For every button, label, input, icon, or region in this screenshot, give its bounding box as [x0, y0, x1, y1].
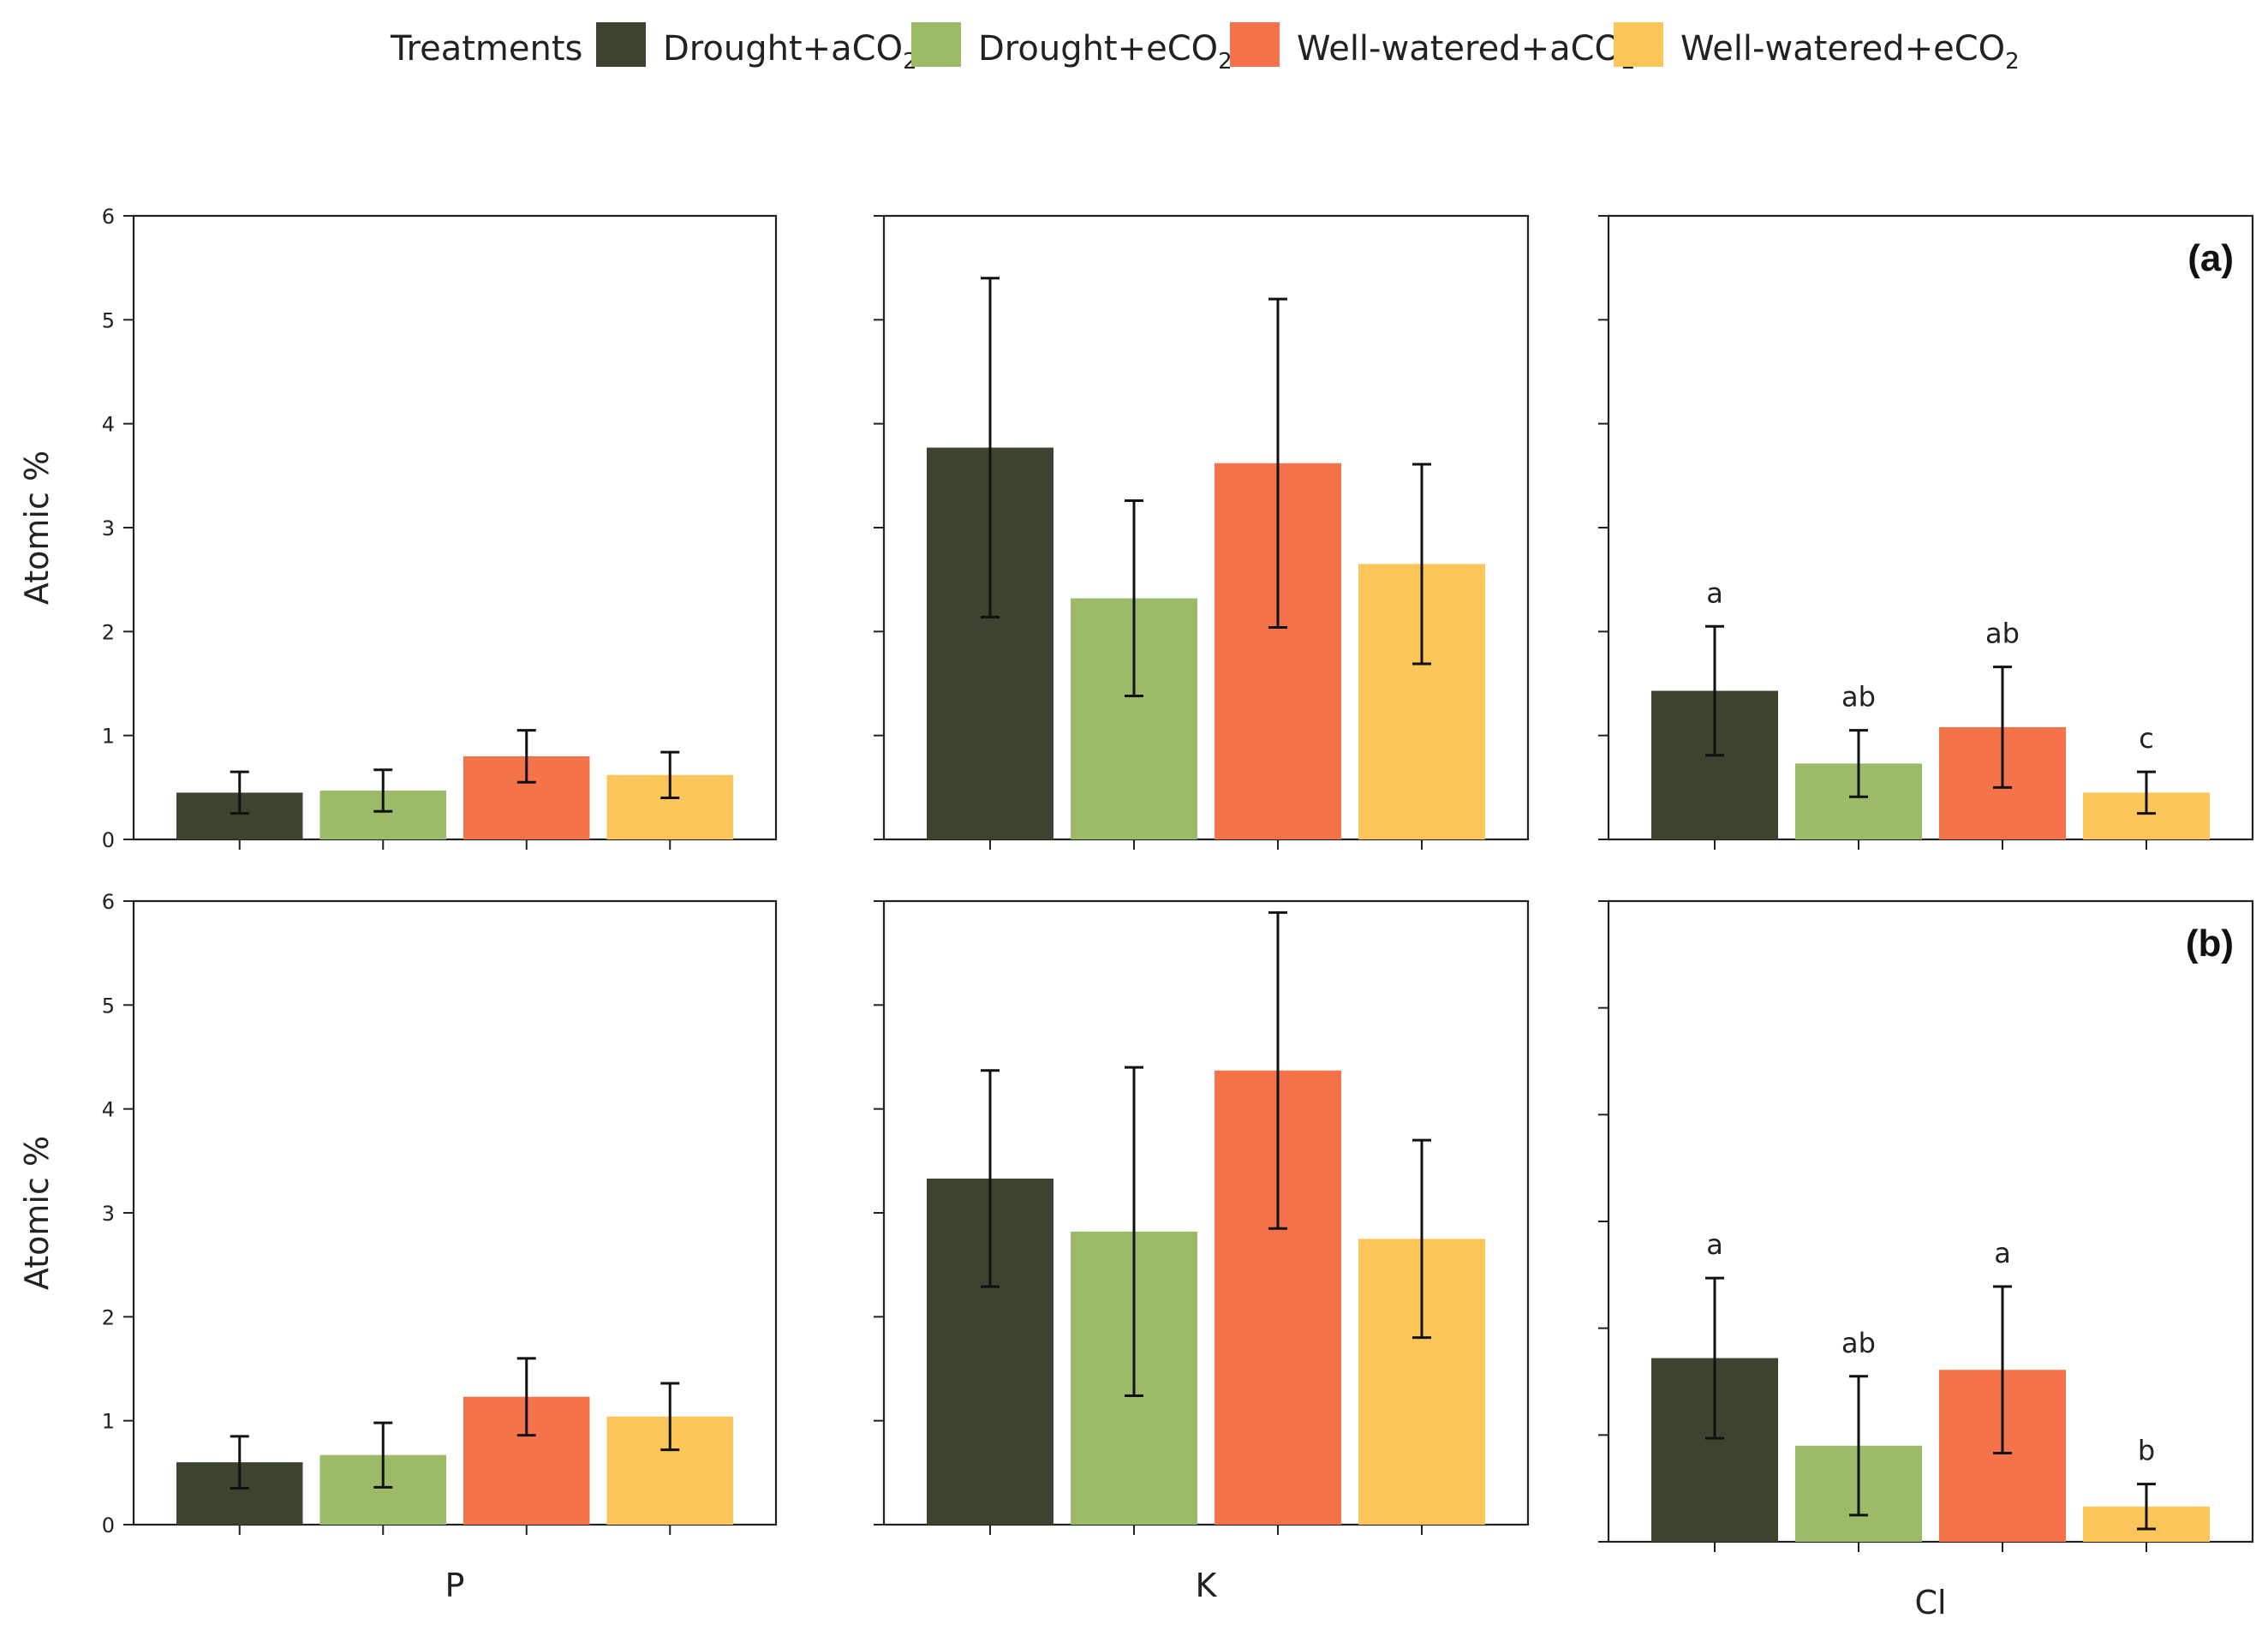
significance-letter: ab	[1841, 1327, 1876, 1359]
panel-b-P: 0 1 2 3 4 5 6 Atomic % P	[18, 890, 778, 1604]
y-tick-label: 2	[102, 1305, 115, 1329]
x-axis-label: P	[445, 1567, 465, 1604]
legend: Treatments Drought+aCO2 Drought+eCO2 Well-w…	[390, 22, 2020, 75]
x-axis-label: K	[1196, 1567, 1218, 1604]
significance-letter: a	[1706, 576, 1723, 609]
legend-swatch	[1614, 22, 1663, 67]
plot-frame	[132, 214, 778, 841]
y-tick-label: 0	[102, 828, 115, 852]
legend-title: Treatments	[390, 29, 582, 69]
legend-label: Well-watered+aCO2	[1297, 29, 1636, 75]
y-tick-label: 5	[102, 994, 115, 1018]
significance-letter: b	[2138, 1435, 2155, 1467]
y-axis-label: Atomic %	[18, 451, 56, 605]
y-tick-label: 2	[102, 620, 115, 644]
panel-a-K	[874, 214, 1530, 850]
significance-letter: a	[1994, 1237, 2011, 1269]
legend-label: Drought+aCO2	[663, 29, 917, 75]
panel-label: (a)	[2187, 237, 2234, 279]
y-tick-label: 3	[102, 1202, 115, 1226]
y-tick-label: 0	[102, 1514, 115, 1537]
y-axis-label: Atomic %	[18, 1136, 56, 1290]
y-tick-label: 4	[102, 413, 115, 437]
legend-swatch	[1230, 22, 1280, 67]
y-tick-label: 1	[102, 1410, 115, 1434]
significance-letter: c	[2139, 722, 2154, 755]
panel-a-Cl: a ab ab c (a)	[1598, 214, 2254, 850]
y-tick-label: 6	[102, 890, 115, 914]
y-tick-label: 1	[102, 725, 115, 749]
legend-swatch	[596, 22, 646, 67]
y-tick-label: 6	[102, 205, 115, 229]
legend-label: Drought+eCO2	[978, 29, 1232, 75]
significance-letter: ab	[1985, 618, 2020, 650]
y-tick-label: 4	[102, 1098, 115, 1122]
x-axis-label: Cl	[1914, 1584, 1946, 1621]
significance-letter: a	[1706, 1228, 1723, 1261]
panel-b-K: K	[874, 899, 1530, 1604]
significance-letter: ab	[1841, 681, 1876, 713]
legend-label: Well-watered+eCO2	[1680, 29, 2020, 75]
panel-a-P: 0 1 2 3 4 5 6 Atomic %	[18, 205, 778, 852]
y-tick-label: 5	[102, 308, 115, 332]
panel-label: (b)	[2186, 922, 2234, 964]
y-tick-label: 3	[102, 516, 115, 540]
legend-swatch	[911, 22, 961, 67]
